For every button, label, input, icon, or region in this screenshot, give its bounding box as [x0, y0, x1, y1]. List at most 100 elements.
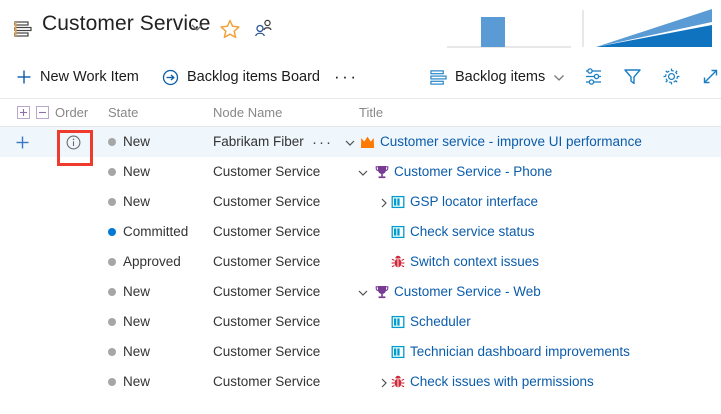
row-state: New [108, 314, 150, 329]
row-node-name: Customer Service [213, 284, 321, 299]
add-work-item-icon[interactable] [16, 136, 29, 149]
row-title-link[interactable]: Switch context issues [410, 254, 540, 269]
row-title-link[interactable]: Customer service - improve UI performanc… [380, 134, 642, 149]
new-work-item-label: New Work Item [40, 69, 139, 85]
row-title[interactable]: Switch context issues [410, 254, 539, 269]
chevron-right-icon[interactable] [378, 197, 390, 209]
filter-button[interactable] [617, 61, 647, 91]
state-dot [108, 197, 116, 206]
team-members-icon[interactable] [253, 19, 274, 38]
table-row[interactable]: New Fabrikam Fiber ··· Customer service … [0, 127, 721, 157]
backlog-item-book-icon [391, 315, 405, 329]
row-title-link[interactable]: Check issues with permissions [410, 374, 594, 389]
backlog-grid: Order State Node Name Title [0, 98, 721, 397]
state-label: New [123, 134, 151, 149]
gear-icon [662, 67, 681, 86]
row-title[interactable]: Customer Service - Phone [394, 164, 552, 179]
column-header-title[interactable]: Title [359, 105, 384, 120]
column-options-button[interactable] [578, 61, 608, 91]
row-title[interactable]: Scheduler [410, 314, 471, 329]
row-title-link[interactable]: GSP locator interface [410, 194, 539, 209]
info-circle-icon[interactable] [66, 135, 81, 150]
new-work-item-button[interactable]: New Work Item [16, 61, 139, 93]
chevron-down-icon[interactable] [190, 22, 204, 32]
settings-button[interactable] [656, 61, 686, 91]
state-label: Committed [123, 224, 189, 239]
row-title-link[interactable]: Technician dashboard improvements [410, 344, 630, 359]
plus-icon [16, 69, 32, 85]
chevron-down-icon[interactable] [344, 137, 356, 149]
backlog-list-icon [430, 69, 447, 86]
velocity-mini-chart[interactable] [447, 6, 571, 50]
state-dot [108, 167, 116, 176]
backlog-list-icon [14, 20, 32, 38]
table-row[interactable]: New Customer Service GSP locator interfa… [0, 187, 721, 217]
bug-icon [391, 375, 405, 389]
state-label: New [123, 374, 151, 389]
grid-header-row: Order State Node Name Title [0, 98, 721, 127]
row-node-name: Customer Service [213, 374, 321, 389]
state-label: Approved [123, 254, 181, 269]
state-label: New [123, 284, 151, 299]
column-header-node-name[interactable]: Node Name [213, 105, 283, 120]
collapse-all-minus-icon[interactable] [36, 106, 49, 119]
state-dot [108, 287, 116, 296]
row-title-link[interactable]: Scheduler [410, 314, 471, 329]
table-row[interactable]: New Customer Service [0, 367, 721, 397]
table-row[interactable]: New Customer Service Technician dashboar… [0, 337, 721, 367]
row-state: New [108, 284, 150, 299]
row-title-link[interactable]: Customer Service - Web [394, 284, 541, 299]
row-title-link[interactable]: Check service status [410, 224, 535, 239]
cumulative-flow-mini-chart[interactable] [582, 6, 712, 50]
row-state: New [108, 194, 150, 209]
star-icon[interactable] [219, 18, 241, 40]
state-dot [108, 137, 116, 146]
state-dot [108, 227, 116, 236]
toolbar: New Work Item Backlog items Board ··· [0, 56, 721, 99]
row-node-name: Customer Service [213, 344, 321, 359]
row-title[interactable]: Technician dashboard improvements [410, 344, 630, 359]
expand-all-plus-icon[interactable] [17, 106, 30, 119]
state-dot [108, 317, 116, 326]
state-label: New [123, 164, 151, 179]
backlog-items-board-button[interactable]: Backlog items Board [162, 61, 320, 93]
state-label: New [123, 194, 151, 209]
column-header-state[interactable]: State [108, 105, 139, 120]
epic-crown-icon [360, 135, 374, 149]
chevron-down-icon[interactable] [357, 287, 369, 299]
row-context-menu[interactable]: ··· [312, 134, 333, 151]
row-title[interactable]: Customer service - improve UI performanc… [380, 134, 642, 149]
row-node-name: Customer Service [213, 194, 321, 209]
row-node-name: Customer Service [213, 254, 321, 269]
table-row[interactable]: New Customer Service Scheduler [0, 307, 721, 337]
row-state: New [108, 344, 150, 359]
column-header-order[interactable]: Order [55, 105, 89, 120]
chevron-down-icon[interactable] [357, 167, 369, 179]
row-title[interactable]: Check service status [410, 224, 535, 239]
table-row[interactable]: New Customer Service Customer Service - … [0, 277, 721, 307]
sliders-icon [584, 67, 603, 86]
table-row[interactable]: New Customer Service Customer Service - … [0, 157, 721, 187]
row-title-link[interactable]: Customer Service - Phone [394, 164, 553, 179]
row-node-name: Customer Service [213, 164, 321, 179]
backlog-item-book-icon [391, 345, 405, 359]
row-title[interactable]: GSP locator interface [410, 194, 538, 209]
table-row[interactable]: Approved Customer Service [0, 247, 721, 277]
table-row[interactable]: Committed Customer Service Check service… [0, 217, 721, 247]
state-label: New [123, 314, 151, 329]
row-state: New [108, 374, 150, 389]
fullscreen-button[interactable] [695, 61, 721, 91]
state-dot [108, 347, 116, 356]
row-title[interactable]: Check issues with permissions [410, 374, 594, 389]
funnel-filter-icon [623, 67, 642, 86]
feature-trophy-icon [375, 285, 389, 299]
backlog-items-selector[interactable]: Backlog items [430, 61, 565, 93]
row-title[interactable]: Customer Service - Web [394, 284, 541, 299]
chevron-right-icon[interactable] [378, 377, 390, 389]
row-state: Committed [108, 224, 188, 239]
more-options-button[interactable]: ··· [334, 67, 359, 86]
state-dot [108, 377, 116, 386]
state-dot [108, 257, 116, 266]
arrow-circle-right-icon [162, 69, 179, 86]
